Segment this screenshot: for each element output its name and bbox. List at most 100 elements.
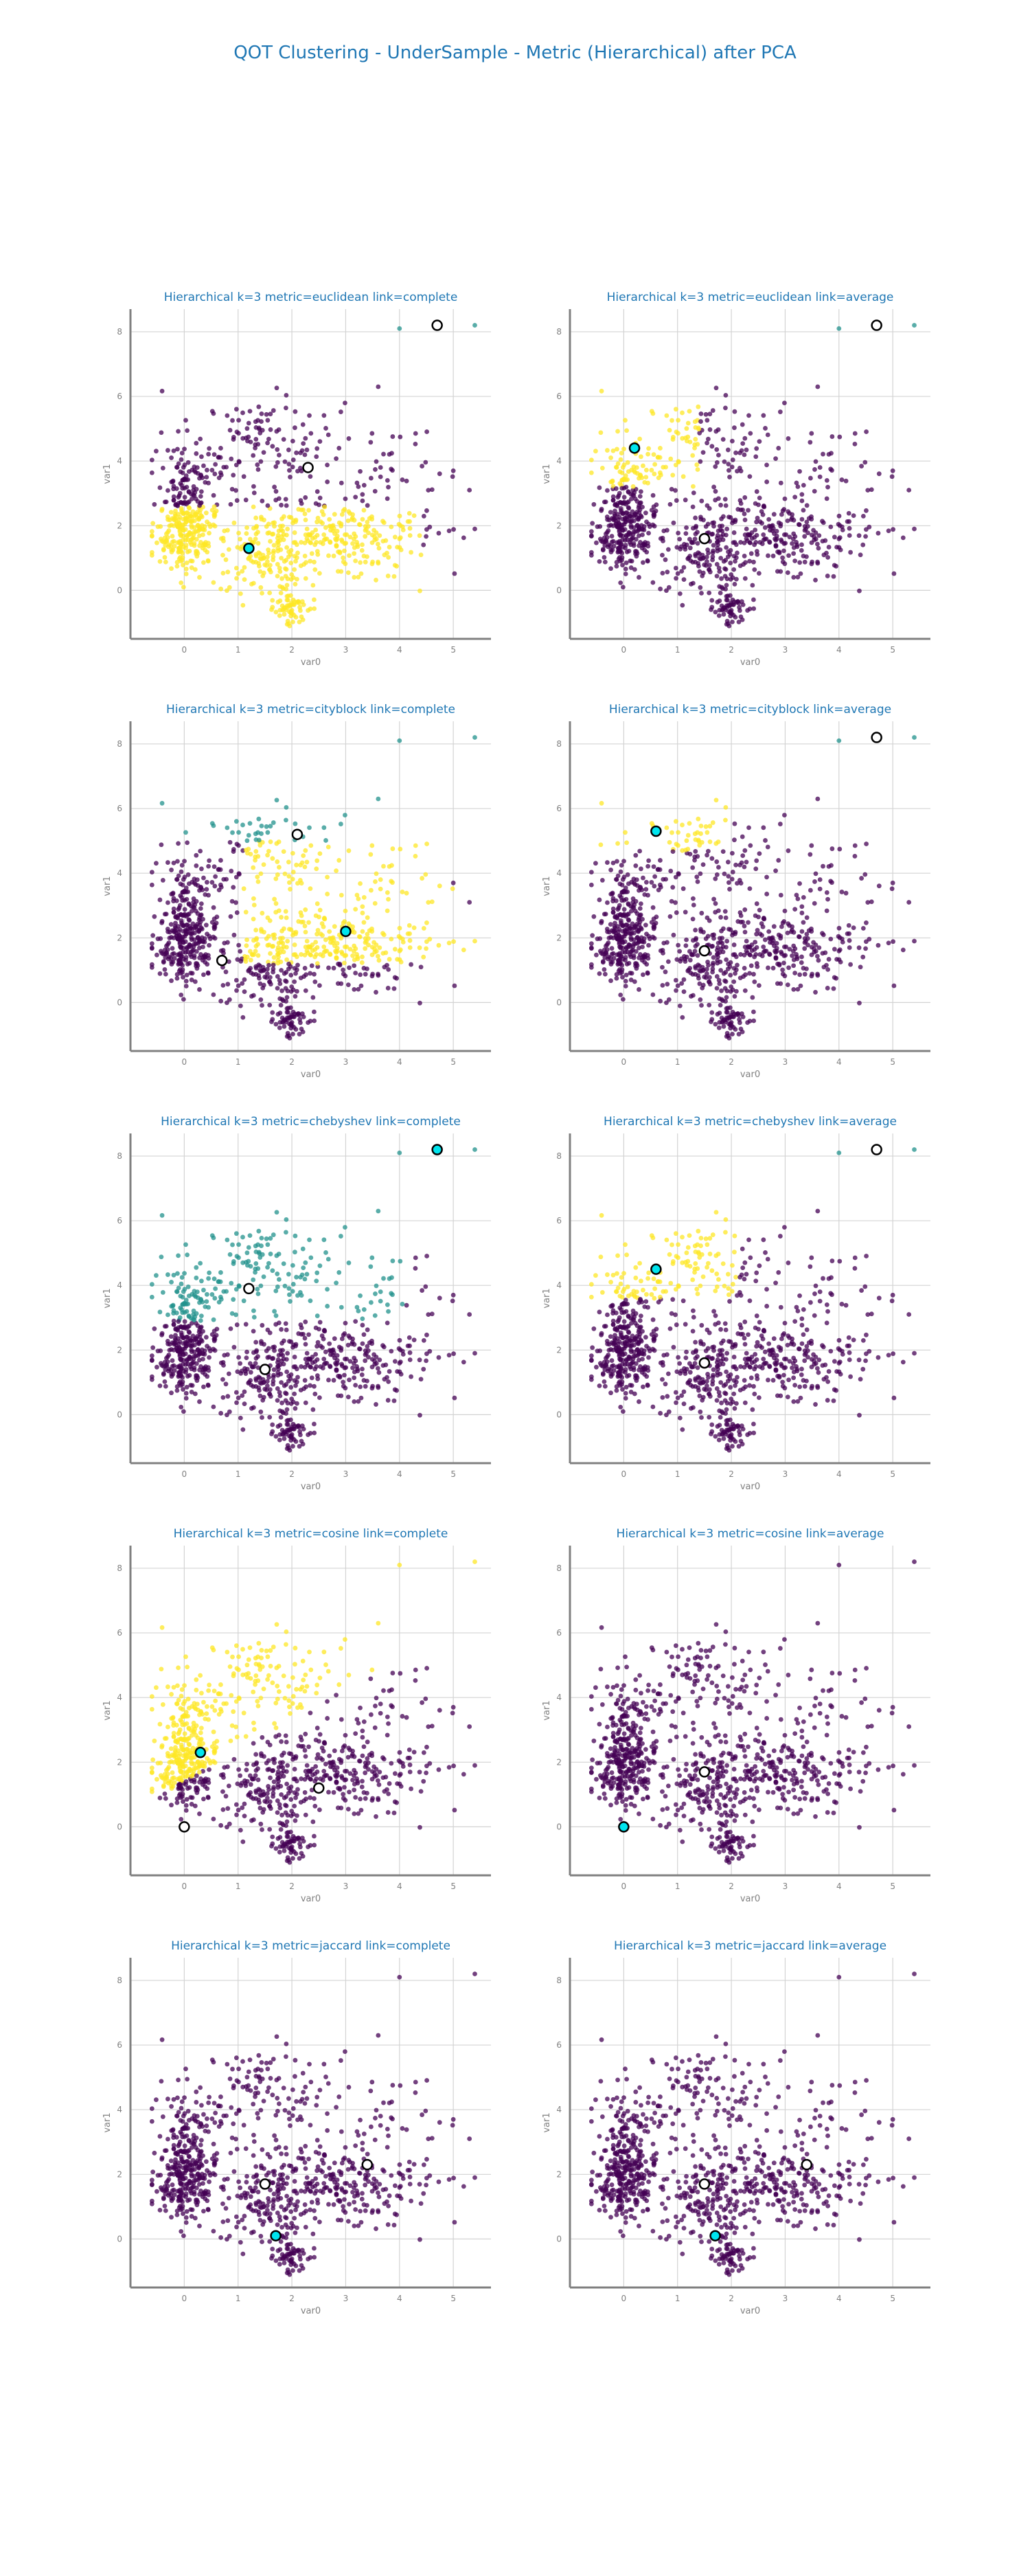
data-point xyxy=(261,862,266,868)
data-point xyxy=(212,883,218,889)
data-point xyxy=(770,553,776,558)
data-point xyxy=(284,392,289,398)
data-point xyxy=(755,515,760,521)
data-point xyxy=(304,447,310,453)
data-point xyxy=(360,1341,365,1346)
data-point xyxy=(860,513,866,519)
data-point xyxy=(372,534,377,539)
data-point xyxy=(420,1288,425,1293)
data-point xyxy=(325,1287,330,1292)
data-point xyxy=(270,1010,275,1015)
data-point xyxy=(658,948,663,953)
data-point xyxy=(706,550,711,556)
data-point xyxy=(722,871,727,877)
data-point xyxy=(187,1338,192,1344)
data-point xyxy=(674,576,678,581)
data-point xyxy=(404,478,409,484)
data-point xyxy=(690,916,696,922)
data-point xyxy=(286,1033,291,1039)
data-point xyxy=(277,598,283,604)
data-point xyxy=(677,536,683,542)
data-point xyxy=(253,1340,259,1345)
data-point xyxy=(342,953,347,958)
data-point xyxy=(740,602,746,607)
data-point xyxy=(691,490,696,495)
data-point xyxy=(165,1312,170,1318)
data-point xyxy=(334,1353,340,1358)
data-point xyxy=(236,1242,241,1247)
data-point xyxy=(716,528,721,534)
data-point xyxy=(638,901,643,907)
data-point xyxy=(211,1317,216,1322)
data-point xyxy=(697,569,702,574)
data-point xyxy=(352,957,357,962)
data-point xyxy=(248,439,253,444)
data-point xyxy=(754,549,759,554)
data-point xyxy=(615,873,621,879)
data-point xyxy=(651,926,656,931)
data-point xyxy=(644,931,649,937)
data-point xyxy=(762,937,768,942)
data-point xyxy=(356,1309,361,1313)
data-point xyxy=(264,971,270,976)
data-point xyxy=(345,570,351,576)
data-point xyxy=(786,848,791,853)
data-point xyxy=(763,426,768,431)
data-point xyxy=(722,566,727,572)
data-point xyxy=(251,916,256,922)
data-point xyxy=(673,978,678,983)
data-point xyxy=(171,909,176,915)
data-point xyxy=(680,474,686,479)
data-point xyxy=(608,922,613,927)
data-point xyxy=(256,404,262,409)
data-point xyxy=(424,527,429,532)
data-point xyxy=(717,523,722,529)
data-point xyxy=(282,514,286,519)
data-point xyxy=(286,1427,292,1432)
data-point xyxy=(709,1019,713,1024)
cluster-center xyxy=(431,1144,443,1155)
x-tick-label: 3 xyxy=(783,1469,788,1479)
data-point xyxy=(792,907,798,912)
data-point xyxy=(286,462,292,467)
data-point xyxy=(213,462,218,467)
data-point xyxy=(194,549,198,554)
data-point xyxy=(326,553,331,558)
data-point xyxy=(196,1341,201,1346)
data-point xyxy=(782,813,787,817)
data-point xyxy=(301,602,306,607)
data-point xyxy=(404,890,409,896)
data-point xyxy=(248,1370,253,1375)
data-point xyxy=(812,488,817,494)
data-point xyxy=(353,907,358,912)
data-point xyxy=(170,960,176,964)
data-point xyxy=(467,488,472,493)
data-point xyxy=(267,1387,273,1392)
y-tick-label: 0 xyxy=(117,1410,122,1419)
y-tick-label: 6 xyxy=(556,392,562,401)
data-point xyxy=(243,1260,249,1265)
data-point xyxy=(677,1003,683,1008)
data-point xyxy=(256,550,262,555)
data-point xyxy=(674,988,678,993)
data-point xyxy=(417,1000,422,1006)
data-point xyxy=(336,1270,342,1275)
data-point xyxy=(735,550,740,556)
data-point xyxy=(266,1261,271,1266)
data-point xyxy=(163,912,169,917)
data-point xyxy=(394,975,400,981)
data-point xyxy=(765,844,770,850)
data-point xyxy=(650,522,656,528)
data-point xyxy=(288,927,294,932)
data-point xyxy=(700,570,706,576)
data-point xyxy=(255,467,261,472)
data-point xyxy=(720,528,725,534)
data-point xyxy=(421,1366,426,1372)
data-point xyxy=(275,872,280,877)
data-point xyxy=(780,559,786,565)
data-point xyxy=(243,1368,248,1374)
data-point xyxy=(848,550,853,555)
data-point xyxy=(832,947,837,952)
data-point xyxy=(599,800,604,806)
